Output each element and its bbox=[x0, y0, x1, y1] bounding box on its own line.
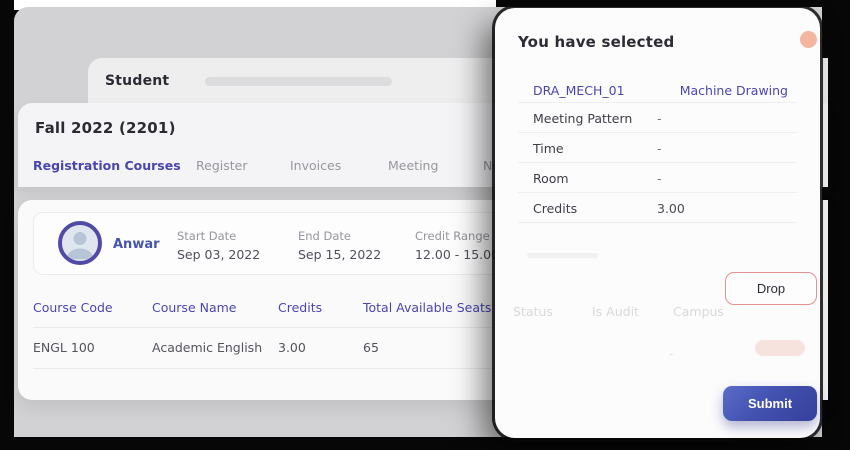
time-value: - bbox=[657, 141, 662, 156]
modal-title: You have selected bbox=[518, 33, 675, 51]
cell-course-name: Academic English bbox=[152, 340, 263, 355]
page-top-strip bbox=[14, 0, 496, 10]
credits-value: 3.00 bbox=[657, 201, 685, 216]
start-date-label: Start Date bbox=[177, 229, 237, 243]
ghost-value: - bbox=[669, 346, 674, 361]
end-date-label: End Date bbox=[298, 229, 351, 243]
credits-label: Credits bbox=[533, 201, 578, 216]
ghost-column-is-audit: Is Audit bbox=[592, 304, 639, 319]
header-skeleton-bar bbox=[205, 77, 392, 86]
ghost-column-campus: Campus bbox=[673, 304, 724, 319]
selected-course-name[interactable]: Machine Drawing bbox=[679, 83, 788, 98]
cell-credits: 3.00 bbox=[278, 340, 306, 355]
close-icon[interactable] bbox=[800, 31, 817, 48]
student-avatar bbox=[58, 221, 102, 265]
table-divider bbox=[33, 327, 813, 328]
room-label: Room bbox=[533, 171, 569, 186]
submit-button[interactable]: Submit bbox=[723, 386, 817, 421]
meeting-pattern-value: - bbox=[657, 111, 662, 126]
start-date-value: Sep 03, 2022 bbox=[177, 247, 261, 262]
table-divider bbox=[33, 368, 813, 369]
room-value: - bbox=[657, 171, 662, 186]
selected-course-header: DRA_MECH_01 Machine Drawing bbox=[518, 76, 797, 103]
credit-range-value: 12.00 - 15.00 bbox=[415, 247, 500, 262]
student-name: Anwar bbox=[113, 237, 160, 252]
selection-modal: You have selected DRA_MECH_01 Machine Dr… bbox=[495, 8, 820, 438]
time-label: Time bbox=[533, 141, 564, 156]
column-header-total-available-seats: Total Available Seats bbox=[363, 300, 492, 315]
detail-row-room: Room - bbox=[518, 163, 797, 193]
ghost-badge bbox=[755, 340, 805, 356]
cell-course-code: ENGL 100 bbox=[33, 340, 95, 355]
detail-row-time: Time - bbox=[518, 133, 797, 163]
column-header-credits: Credits bbox=[278, 300, 323, 315]
tab-registration-courses[interactable]: Registration Courses bbox=[33, 158, 181, 173]
detail-row-meeting-pattern: Meeting Pattern - bbox=[518, 103, 797, 133]
selected-course-code[interactable]: DRA_MECH_01 bbox=[533, 83, 625, 98]
ghost-column-status: Status bbox=[513, 304, 553, 319]
person-icon bbox=[66, 232, 94, 260]
detail-row-credits: Credits 3.00 bbox=[518, 193, 797, 223]
drop-button[interactable]: Drop bbox=[725, 272, 817, 305]
cell-total-available-seats: 65 bbox=[363, 340, 379, 355]
end-date-value: Sep 15, 2022 bbox=[298, 247, 382, 262]
tab-invoices[interactable]: Invoices bbox=[290, 158, 342, 173]
meeting-pattern-label: Meeting Pattern bbox=[533, 111, 633, 126]
student-header-title: Student bbox=[105, 73, 170, 89]
tab-meeting[interactable]: Meeting bbox=[388, 158, 439, 173]
column-header-course-name: Course Name bbox=[152, 300, 237, 315]
modal-skeleton-bar bbox=[527, 253, 598, 258]
tab-register[interactable]: Register bbox=[196, 158, 248, 173]
term-title: Fall 2022 (2201) bbox=[35, 119, 176, 137]
column-header-course-code: Course Code bbox=[33, 300, 113, 315]
credit-range-label: Credit Range bbox=[415, 229, 490, 243]
